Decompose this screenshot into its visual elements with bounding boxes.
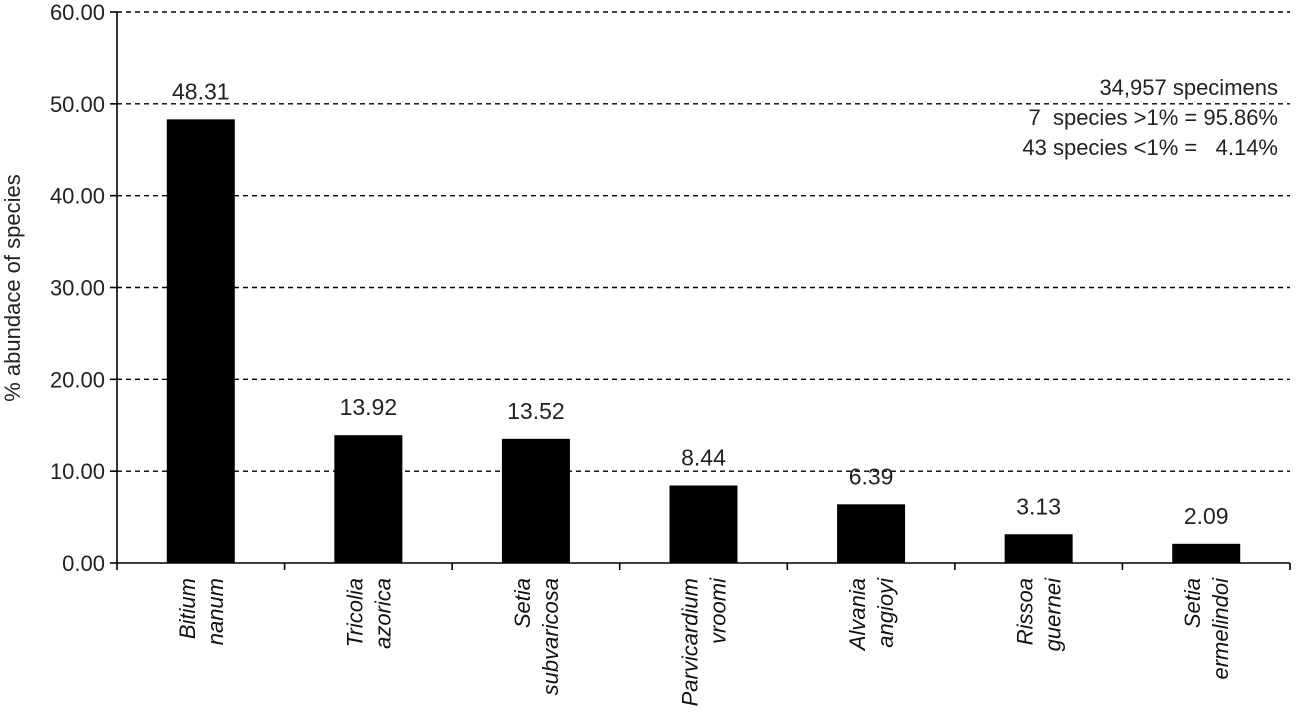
y-tick-label: 0.00 (62, 551, 105, 576)
category-label-line1: Parvicardium (678, 578, 703, 706)
category-label: Rissoa guernei (1013, 577, 1066, 652)
bar (1004, 534, 1073, 563)
category-label-line2: guernei (1041, 577, 1066, 652)
y-tick-label: 40.00 (50, 184, 105, 209)
bar (837, 504, 906, 563)
y-tick-label: 10.00 (50, 459, 105, 484)
data-label: 3.13 (1016, 493, 1061, 519)
labels: 0.00 10.00 20.00 30.00 40.00 50.00 60.00 48.31 B… (50, 0, 1233, 706)
bars (166, 119, 1241, 564)
category-label: Setia subvaricosa (510, 578, 563, 695)
category-label-line2: angioyi (873, 577, 898, 648)
category-label-line1: Tricolia (342, 578, 367, 647)
category-label-line1: Setia (1180, 578, 1205, 628)
category-label-line2: subvaricosa (538, 578, 563, 695)
bar (1172, 543, 1241, 563)
annotation-line: 43 species <1% = 4.14% (1022, 135, 1278, 160)
category-label-line1: Setia (510, 578, 535, 628)
category-label: Tricolia azorica (342, 578, 395, 649)
category-label-line2: azorica (370, 578, 395, 649)
data-label: 13.92 (340, 394, 398, 420)
y-tick-label: 20.00 (50, 367, 105, 392)
data-label: 13.52 (507, 398, 565, 424)
gridlines (117, 11, 1290, 472)
y-axis-title: % abundace of species (0, 174, 25, 402)
y-tick-label: 30.00 (50, 276, 105, 301)
y-tick-label: 50.00 (50, 92, 105, 117)
category-label: Parvicardium vroomi (678, 577, 731, 706)
y-tick-label: 60.00 (50, 0, 105, 25)
data-label: 8.44 (681, 444, 726, 470)
annotation-box: 34,957 specimens 7 species >1% = 95.86% 43… (1022, 75, 1278, 160)
category-label: Setia ermelindoi (1180, 577, 1233, 680)
category-label: Alvania angioyi (845, 577, 898, 652)
axes (110, 11, 1291, 570)
data-label: 48.31 (172, 78, 230, 104)
category-label-line1: Alvania (845, 578, 870, 652)
data-label: 2.09 (1184, 503, 1229, 529)
category-label-line1: Bitium (175, 578, 200, 639)
annotation-line: 7 species >1% = 95.86% (1029, 105, 1279, 130)
bar (334, 435, 403, 563)
data-label: 6.39 (849, 463, 894, 489)
bar (166, 119, 235, 564)
category-label-line2: nanum (203, 578, 228, 645)
category-label-line2: ermelindoi (1208, 577, 1233, 680)
category-label-line1: Rissoa (1013, 578, 1038, 645)
category-label-line2: vroomi (706, 577, 731, 644)
bar (501, 438, 570, 563)
category-label: Bitium nanum (175, 578, 228, 645)
annotation-line: 34,957 specimens (1099, 75, 1278, 100)
bar (669, 485, 738, 563)
